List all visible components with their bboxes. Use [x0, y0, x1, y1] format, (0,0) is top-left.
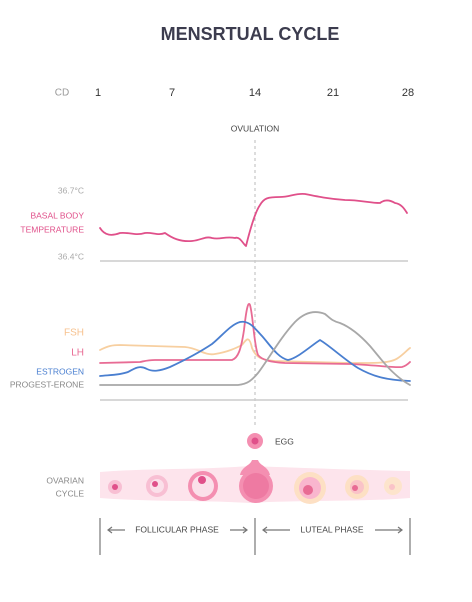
day-tick-label: 14: [249, 87, 261, 99]
luteal-label: LUTEAL PHASE: [301, 524, 364, 534]
estrogen-curve: [99, 320, 411, 382]
temp-label: TEMPERATURE: [20, 224, 84, 234]
temp-low: 36.4°C: [58, 251, 84, 261]
day-tick-label: 21: [327, 87, 339, 99]
egg-icon: [251, 437, 259, 445]
ovarian-label: OVARIAN: [46, 475, 84, 485]
egg-label: EGG: [275, 436, 294, 446]
temp-label: BASAL BODY: [30, 210, 84, 220]
title: MENSRTUAL CYCLE: [161, 24, 340, 44]
temp-high: 36.7°C: [58, 185, 84, 195]
day-ticks: 1 7 14 21 28: [95, 87, 414, 99]
progesterone-curve: [99, 311, 411, 386]
lh-label: LH: [71, 348, 84, 359]
fsh-label: FSH: [64, 328, 84, 339]
follicular-label: FOLLICULAR PHASE: [135, 524, 219, 534]
estrogen-label: ESTROGEN: [36, 366, 84, 376]
ovulation-label: OVULATION: [231, 123, 280, 133]
ovarian-label: CYCLE: [56, 488, 85, 498]
phase-brackets: [99, 518, 411, 555]
fsh-curve: [99, 338, 411, 364]
day-tick-label: 1: [95, 87, 101, 99]
follicles: [108, 460, 402, 504]
day-tick-label: 28: [402, 87, 414, 99]
temperature-curve: [99, 192, 408, 247]
progesterone-label: PROGEST-ERONE: [10, 379, 84, 389]
cd-label: CD: [55, 88, 69, 99]
day-tick-label: 7: [169, 87, 175, 99]
